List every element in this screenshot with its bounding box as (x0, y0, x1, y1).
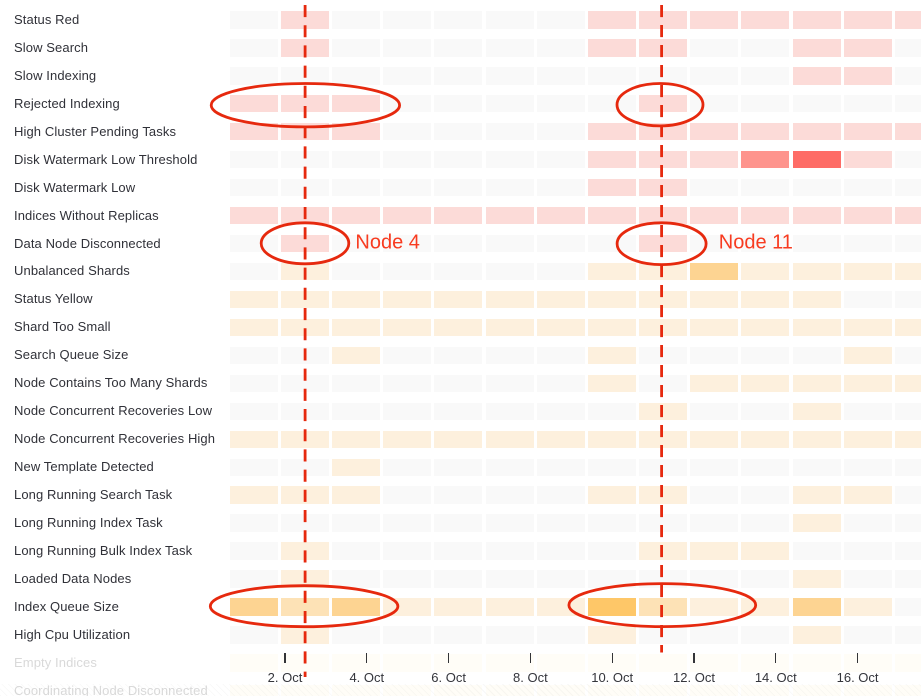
svg-text:Node 4: Node 4 (355, 231, 420, 253)
svg-text:Node 11: Node 11 (719, 231, 793, 253)
